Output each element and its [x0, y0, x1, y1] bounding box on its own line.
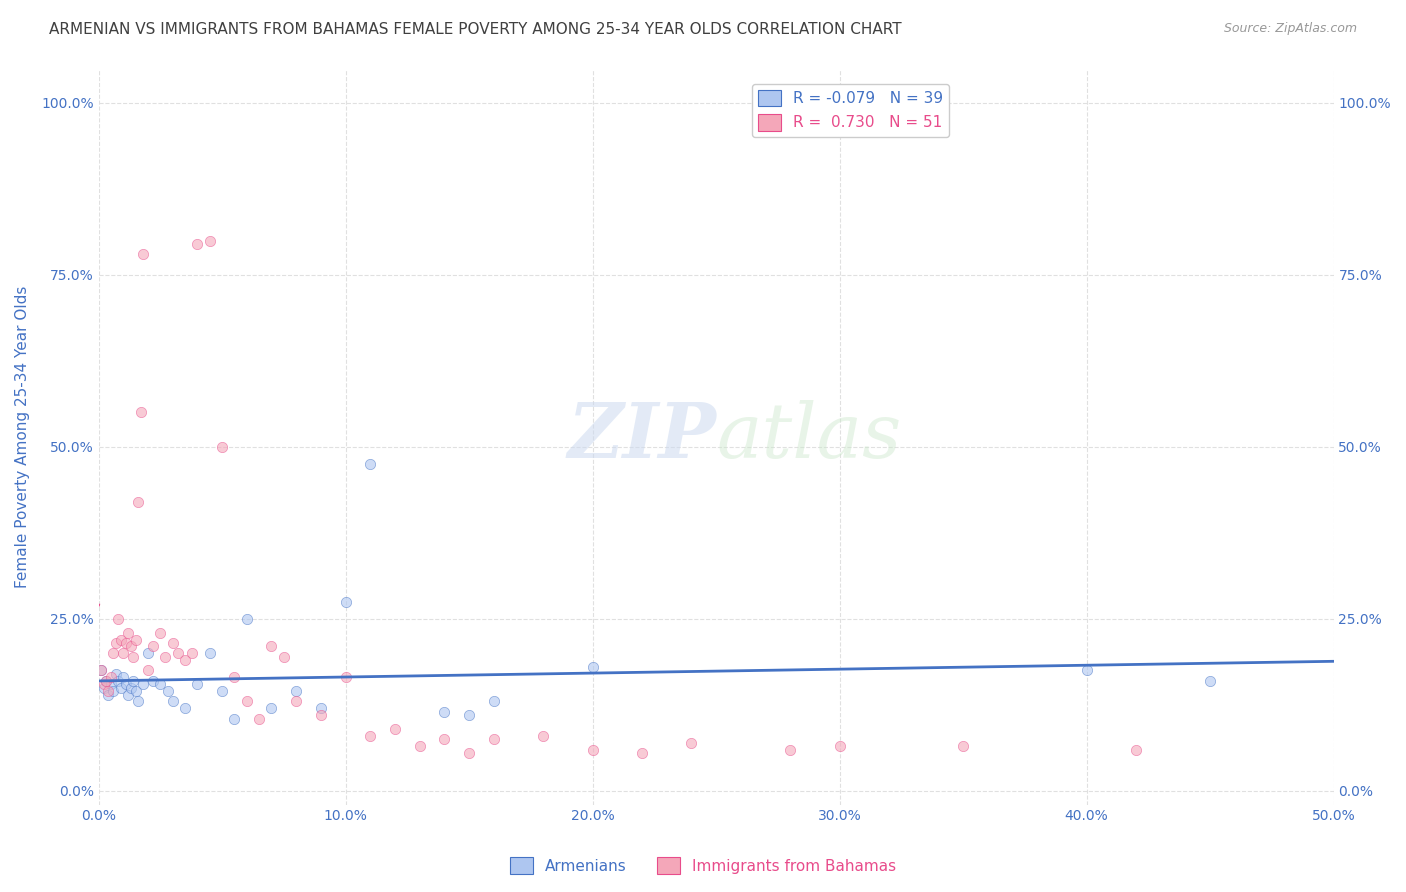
Point [174, 653, 197, 667]
Point [198, 646, 221, 660]
Point [142, 640, 165, 654]
Point [129, 405, 152, 419]
Point [236, 694, 259, 708]
Point [181, 646, 204, 660]
Point [581, 660, 603, 674]
Point [94, 673, 117, 688]
Point [482, 694, 505, 708]
Point [110, 632, 132, 647]
Point [1125, 742, 1147, 756]
Point [631, 746, 654, 760]
Point [156, 684, 179, 698]
Point [681, 736, 703, 750]
Point [120, 640, 142, 654]
Point [384, 722, 406, 736]
Text: ARMENIAN VS IMMIGRANTS FROM BAHAMAS FEMALE POVERTY AMONG 25-34 YEAR OLDS CORRELA: ARMENIAN VS IMMIGRANTS FROM BAHAMAS FEMA… [49, 22, 901, 37]
Point [531, 729, 554, 743]
Point [211, 440, 233, 454]
Point [127, 694, 149, 708]
Point [90, 664, 112, 678]
Point [273, 649, 295, 664]
Point [285, 684, 308, 698]
Point [309, 701, 332, 715]
Point [211, 684, 233, 698]
Point [581, 742, 603, 756]
Point [335, 595, 357, 609]
Point [100, 670, 122, 684]
Point [260, 640, 283, 654]
Point [198, 234, 221, 248]
Point [103, 684, 125, 698]
Point [97, 688, 120, 702]
Point [104, 667, 127, 681]
Point [155, 649, 177, 664]
Point [433, 732, 456, 747]
Point [97, 684, 120, 698]
Point [90, 664, 112, 678]
Point [120, 681, 142, 695]
Point [117, 688, 139, 702]
Point [104, 636, 127, 650]
Legend: R = -0.079   N = 39, R =  0.730   N = 51: R = -0.079 N = 39, R = 0.730 N = 51 [752, 84, 949, 136]
Point [149, 677, 172, 691]
Point [285, 694, 308, 708]
Point [162, 636, 184, 650]
Point [114, 677, 136, 691]
Point [408, 739, 430, 753]
Point [433, 705, 456, 719]
Point [136, 646, 159, 660]
Point [114, 636, 136, 650]
Point [149, 625, 172, 640]
Point [107, 673, 129, 688]
Point [117, 625, 139, 640]
Point [224, 670, 246, 684]
Point [309, 708, 332, 723]
Point [952, 739, 974, 753]
Y-axis label: Female Poverty Among 25-34 Year Olds: Female Poverty Among 25-34 Year Olds [15, 285, 30, 588]
Point [110, 681, 132, 695]
Point [136, 664, 159, 678]
Point [100, 677, 122, 691]
Point [458, 708, 481, 723]
Point [186, 677, 208, 691]
Point [1076, 664, 1098, 678]
Point [132, 677, 155, 691]
Point [124, 632, 146, 647]
Point [112, 670, 135, 684]
Point [107, 612, 129, 626]
Point [186, 236, 208, 251]
Point [335, 670, 357, 684]
Point [359, 729, 381, 743]
Point [162, 694, 184, 708]
Point [247, 712, 270, 726]
Text: Source: ZipAtlas.com: Source: ZipAtlas.com [1223, 22, 1357, 36]
Legend: Armenians, Immigrants from Bahamas: Armenians, Immigrants from Bahamas [503, 851, 903, 880]
Point [236, 612, 259, 626]
Point [828, 739, 851, 753]
Point [112, 646, 135, 660]
Point [124, 684, 146, 698]
Point [103, 646, 125, 660]
Point [458, 746, 481, 760]
Point [166, 646, 188, 660]
Point [93, 677, 115, 691]
Point [122, 673, 145, 688]
Point [132, 247, 155, 261]
Point [127, 495, 149, 509]
Point [482, 732, 505, 747]
Point [142, 673, 165, 688]
Text: atlas: atlas [716, 400, 901, 474]
Point [94, 673, 117, 688]
Point [779, 742, 801, 756]
Point [122, 649, 145, 664]
Point [93, 681, 115, 695]
Point [224, 712, 246, 726]
Point [174, 701, 197, 715]
Point [260, 701, 283, 715]
Point [359, 457, 381, 471]
Text: ZIP: ZIP [567, 400, 716, 474]
Point [1199, 673, 1222, 688]
